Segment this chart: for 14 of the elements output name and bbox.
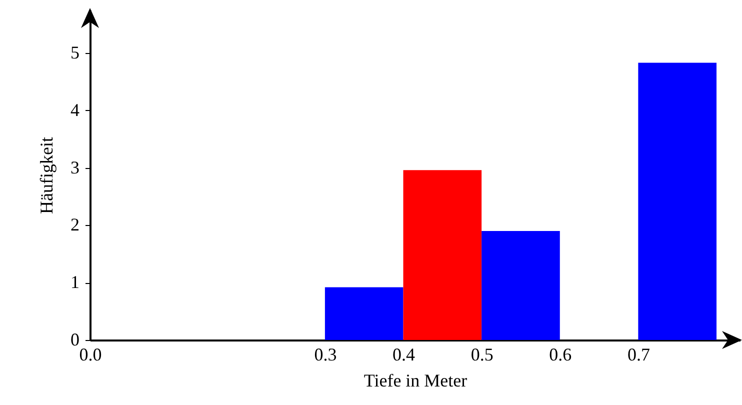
y-tick-label: 1 <box>70 272 80 292</box>
x-tick-label: 0.0 <box>79 344 102 364</box>
y-axis-title: Häufigkeit <box>36 137 56 214</box>
x-tick-label: 0.4 <box>392 344 416 364</box>
x-axis-title: Tiefe in Meter <box>364 370 468 390</box>
y-tick-label: 4 <box>70 100 80 120</box>
x-tick-label: 0.6 <box>549 344 572 364</box>
y-tick-label: 2 <box>70 214 80 235</box>
x-tick-label: 0.7 <box>627 344 650 364</box>
y-tick-label: 0 <box>70 330 80 350</box>
x-tick-label: 0.3 <box>314 344 337 364</box>
y-tick-label: 5 <box>70 42 80 63</box>
x-tick-label: 0.5 <box>470 344 494 364</box>
y-tick-label: 3 <box>70 157 80 178</box>
